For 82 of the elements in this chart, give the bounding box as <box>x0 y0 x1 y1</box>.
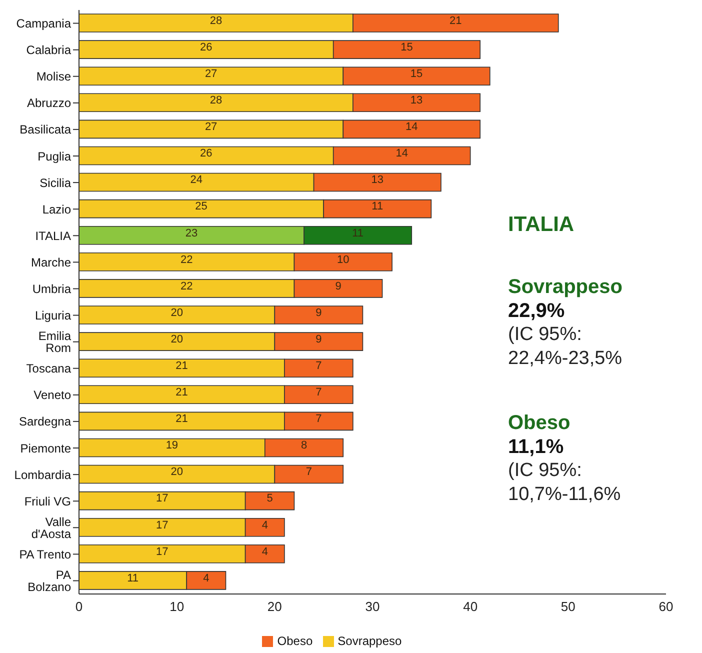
text: (IC 95%: 22,4%-23,5% <box>508 324 622 369</box>
data-label: 19 <box>166 440 178 452</box>
data-label: 5 <box>266 492 273 505</box>
y-tick-label: Friuli VG <box>24 494 71 508</box>
y-tick-label: Lazio <box>42 202 72 216</box>
data-label: 9 <box>335 280 342 292</box>
y-tick-label: Molise <box>36 70 72 84</box>
y-tick-label: Piemonte <box>20 441 72 456</box>
data-label: 27 <box>204 68 218 80</box>
y-tick-label: PA Trento <box>19 547 72 562</box>
data-label: 9 <box>316 333 322 346</box>
data-label: 22 <box>180 254 193 266</box>
data-label: 22 <box>180 280 193 292</box>
data-label: 11 <box>352 227 364 240</box>
y-tick-label: Campania <box>16 16 72 31</box>
data-label: 7 <box>316 360 322 372</box>
data-label: 4 <box>262 546 268 558</box>
data-label: 4 <box>262 519 268 532</box>
x-tick-label: 40 <box>463 599 478 614</box>
data-label: 20 <box>170 466 183 478</box>
data-label: 17 <box>156 546 168 558</box>
data-label: 26 <box>200 148 212 160</box>
data-label: 13 <box>410 94 423 107</box>
data-label: 17 <box>156 519 168 532</box>
x-tick-label: 60 <box>658 599 674 614</box>
x-tick-label: 10 <box>170 599 184 614</box>
data-label: 14 <box>406 121 418 134</box>
data-label: 10 <box>337 254 350 266</box>
data-label: 7 <box>316 386 322 399</box>
y-tick-label: Basilicata <box>20 122 72 137</box>
data-label: 13 <box>371 174 384 186</box>
data-label: 14 <box>396 148 408 160</box>
y-tick-label: Calabria <box>26 43 72 58</box>
y-tick-label: Puglia <box>38 149 72 164</box>
data-label: 26 <box>200 41 212 54</box>
data-label: 21 <box>450 14 462 27</box>
y-tick-label: Liguria <box>34 308 72 323</box>
y-tick-label: Sardegna <box>18 414 72 429</box>
data-label: 8 <box>300 440 308 452</box>
data-label: 20 <box>170 333 183 346</box>
y-tick-label: Valle d'Aosta <box>31 514 72 541</box>
data-label: 27 <box>204 121 218 134</box>
x-tick-label: 30 <box>365 599 380 614</box>
y-tick-label: Abruzzo <box>26 96 72 110</box>
data-label: 17 <box>156 492 168 505</box>
data-label: 7 <box>306 466 312 478</box>
x-tick-label: 20 <box>267 599 282 614</box>
x-tick-label: 50 <box>560 599 576 614</box>
data-label: 24 <box>190 174 203 186</box>
text: 11,1% <box>508 436 564 458</box>
data-label: 11 <box>127 572 139 584</box>
data-label: 15 <box>400 41 413 54</box>
data-label: 15 <box>410 68 423 80</box>
data-label: 23 <box>185 227 198 240</box>
y-tick-label: Veneto <box>34 388 72 402</box>
legend-label: Obeso <box>277 634 313 648</box>
text: (IC 95%: 10,7%-11,6% <box>508 460 621 505</box>
y-tick-label: ITALIA <box>35 228 71 243</box>
data-label: 28 <box>210 94 222 107</box>
data-label: 7 <box>316 413 322 426</box>
text: ITALIA <box>508 213 574 236</box>
text: Obeso <box>508 412 570 434</box>
data-label: 28 <box>210 14 222 27</box>
data-label: 4 <box>203 572 210 584</box>
x-tick-label: 0 <box>75 599 83 614</box>
text: Sovrappeso <box>508 276 622 298</box>
y-tick-label: Toscana <box>26 362 72 376</box>
y-tick-label: Sicilia <box>40 176 72 190</box>
y-tick-label: Emilia Rom <box>38 329 72 356</box>
data-label: 21 <box>176 360 188 372</box>
y-tick-label: Marche <box>30 255 72 270</box>
data-label: 21 <box>176 413 188 426</box>
data-label: 21 <box>176 386 188 399</box>
y-tick-label: Umbria <box>32 282 72 296</box>
data-label: 9 <box>316 306 322 319</box>
y-tick-label: PA Bolzano <box>28 568 72 594</box>
y-tick-label: Lombardia <box>14 468 72 482</box>
legend-label: Sovrappeso <box>338 634 402 648</box>
data-label: 25 <box>195 200 208 213</box>
data-label: 11 <box>372 200 384 213</box>
data-label: 20 <box>170 306 183 319</box>
text: 22,9% <box>508 300 565 322</box>
